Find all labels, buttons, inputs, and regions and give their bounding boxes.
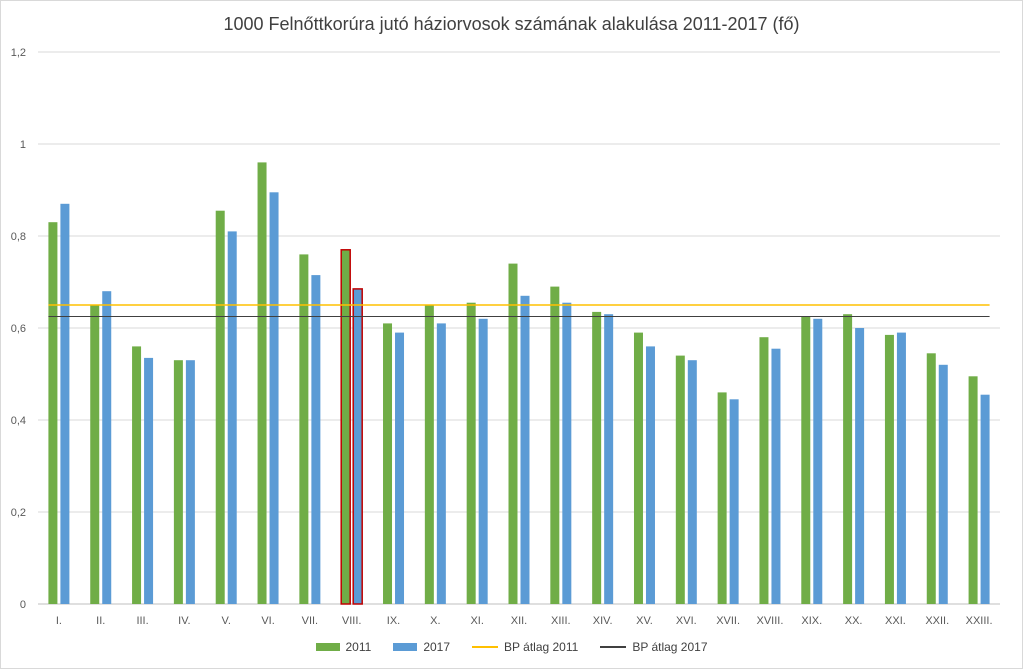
x-tick-label: V. xyxy=(222,615,231,627)
legend-swatch-bp-2017 xyxy=(600,646,627,648)
bar-2017-XIX xyxy=(813,318,823,604)
legend-item-bp-2011: BP átlag 2011 xyxy=(472,640,578,654)
bar-2011-XX xyxy=(843,314,853,604)
x-tick-label: XIV. xyxy=(593,615,613,627)
x-tick-label: XI. xyxy=(470,615,483,627)
bar-2017-II xyxy=(102,291,112,604)
bar-2011-XVII xyxy=(717,392,727,604)
bar-2011-VII xyxy=(299,254,309,604)
bar-2011-IX xyxy=(383,323,393,604)
x-axis-ticks: I. II. III. IV. V. VI. VII. VIII. IX. X. XI. XII. XI… xyxy=(56,615,993,627)
chart-title: 1000 Felnőttkorúra jutó háziorvosok szám… xyxy=(223,14,800,34)
legend-item-2011: 2011 xyxy=(315,640,372,654)
bar-2017-XI xyxy=(478,318,488,604)
x-tick-label: X. xyxy=(430,615,440,627)
bars xyxy=(48,162,990,605)
x-tick-label: XX. xyxy=(845,615,863,627)
bar-2011-XVI xyxy=(675,355,685,604)
bar-2017-XIII xyxy=(562,302,572,604)
bar-2011-XV xyxy=(633,332,643,604)
legend-item-2017: 2017 xyxy=(393,640,450,654)
bar-2017-IX xyxy=(395,332,405,604)
bar-2017-III xyxy=(144,357,154,604)
bar-2017-IV xyxy=(185,360,195,604)
bar-2017-V xyxy=(227,231,237,604)
x-tick-label: XII. xyxy=(511,615,528,627)
bar-2011-XXII xyxy=(926,353,936,604)
legend-label-bp-2017: BP átlag 2017 xyxy=(632,640,708,654)
x-tick-label: XVI. xyxy=(676,615,697,627)
bar-2017-XVII xyxy=(729,399,739,604)
x-tick-label: XVIII. xyxy=(757,615,784,627)
x-tick-label: XIX. xyxy=(801,615,822,627)
bar-2011-XIII xyxy=(550,286,560,604)
bar-2011-V xyxy=(215,210,225,604)
legend-label-2011: 2011 xyxy=(345,640,372,654)
legend-item-bp-2017: BP átlag 2017 xyxy=(600,640,708,654)
bar-2011-XXIII xyxy=(968,376,978,604)
x-tick-label: IX. xyxy=(387,615,400,627)
bar-2017-XII xyxy=(520,295,530,604)
bar-2017-XVI xyxy=(687,360,697,604)
bar-2017-XIV xyxy=(604,314,614,604)
y-tick-label: 0,8 xyxy=(11,231,26,243)
x-tick-label: I. xyxy=(56,615,62,627)
bar-2017-XXII xyxy=(938,364,948,604)
x-tick-label: II. xyxy=(96,615,105,627)
legend-label-2017: 2017 xyxy=(423,640,451,654)
bar-2011-XXI xyxy=(884,334,894,604)
y-tick-label: 1,2 xyxy=(11,47,26,59)
bar-2011-XI xyxy=(466,302,476,604)
y-tick-label: 0 xyxy=(20,599,26,611)
bar-2011-XIV xyxy=(592,311,602,604)
bar-2017-VI xyxy=(269,192,279,605)
bar-2011-XVIII xyxy=(759,337,769,604)
bar-2017-XVIII xyxy=(771,348,781,604)
bar-2011-VI xyxy=(257,162,267,604)
bar-2011-I xyxy=(48,222,58,604)
bar-2017-XXIII xyxy=(980,394,990,604)
x-tick-label: XVII. xyxy=(716,615,740,627)
x-tick-label: VII. xyxy=(302,615,319,627)
y-tick-label: 0,2 xyxy=(11,507,26,519)
x-tick-label: XIII. xyxy=(551,615,571,627)
legend-label-bp-2011: BP átlag 2011 xyxy=(504,640,579,654)
x-tick-label: III. xyxy=(136,615,148,627)
bar-2017-I xyxy=(60,203,70,605)
bar-2017-VII xyxy=(311,275,321,604)
bar-2011-X xyxy=(424,305,434,604)
x-tick-label: XXIII. xyxy=(966,615,993,627)
legend-swatch-2017 xyxy=(393,643,418,651)
bar-2011-XII xyxy=(508,263,518,604)
bar-2011-VIII xyxy=(340,249,351,605)
x-tick-label: VI. xyxy=(261,615,274,627)
y-tick-label: 1 xyxy=(20,139,26,151)
bar-2011-III xyxy=(132,346,142,604)
bar-2011-IV xyxy=(173,360,183,604)
y-tick-label: 0,4 xyxy=(11,415,26,427)
x-tick-label: XXII. xyxy=(925,615,949,627)
bar-2017-XXI xyxy=(896,332,906,604)
legend-swatch-bp-2011 xyxy=(472,646,499,648)
bar-2017-X xyxy=(436,323,446,604)
x-tick-label: IV. xyxy=(178,615,190,627)
reference-lines xyxy=(48,304,990,317)
bar-2017-XV xyxy=(645,346,655,604)
legend: 2011 2017 BP átlag 2011 BP átlag 2017 xyxy=(0,640,1023,654)
legend-swatch-2011 xyxy=(315,643,340,651)
bar-2011-XIX xyxy=(801,316,811,604)
x-tick-label: XXI. xyxy=(885,615,906,627)
bar-2011-II xyxy=(90,305,100,604)
x-tick-label: XV. xyxy=(636,615,653,627)
gridlines xyxy=(38,51,1000,605)
y-axis-ticks: 0 0,2 0,4 0,6 0,8 1 1,2 xyxy=(11,47,26,611)
y-tick-label: 0,6 xyxy=(11,323,26,335)
x-tick-label: VIII. xyxy=(342,615,362,627)
bar-2017-VIII xyxy=(352,288,363,605)
bar-2017-XX xyxy=(855,328,865,604)
